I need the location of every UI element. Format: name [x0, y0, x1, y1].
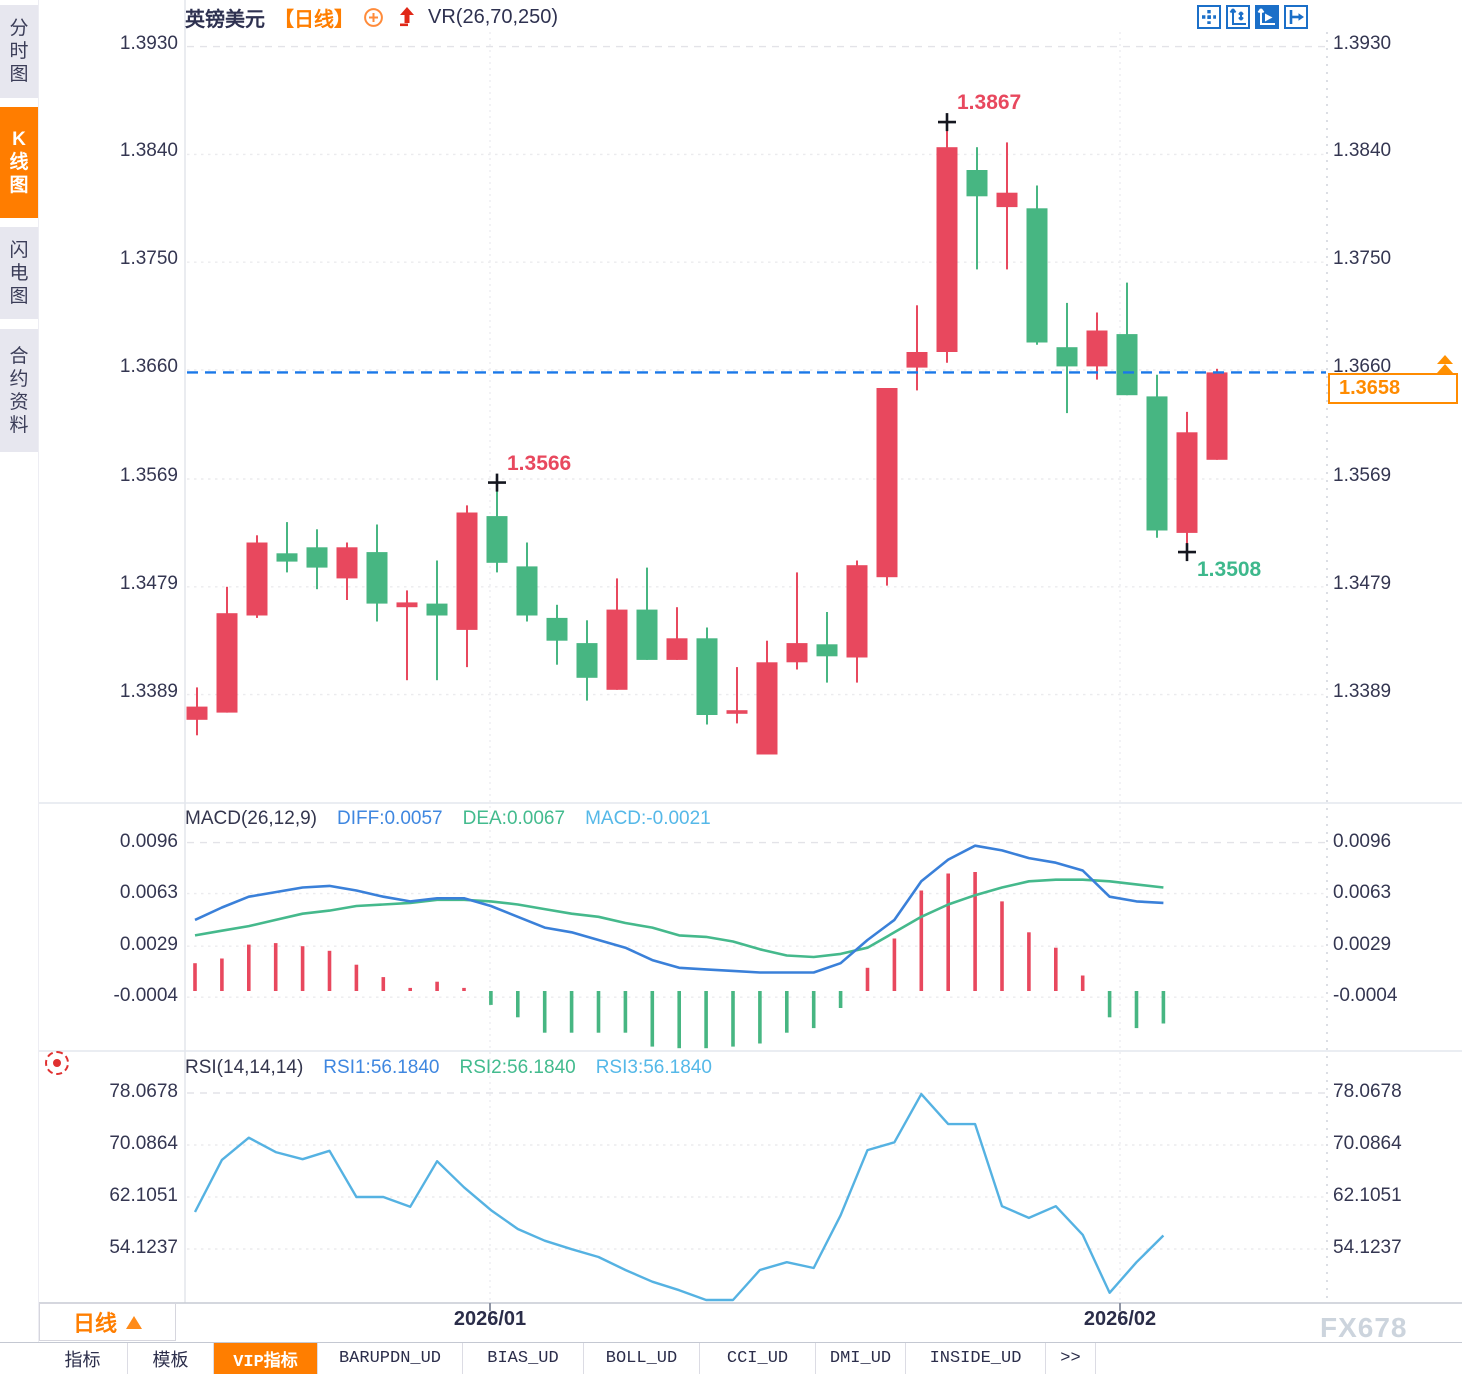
bottom-tab->>[interactable]: >> — [1046, 1343, 1096, 1374]
sidebar-tab-4[interactable]: 合 约 资 料 — [0, 329, 38, 452]
current-price-tag: 1.3658 — [1328, 373, 1458, 404]
up-arrow-icon[interactable] — [399, 6, 415, 28]
rsi2-value: RSI2:56.1840 — [459, 1057, 576, 1078]
y-axis-label: -0.0004 — [1333, 985, 1398, 1007]
x-axis-label-jan: 2026/01 — [453, 1308, 527, 1330]
y-axis-label: 0.0063 — [119, 881, 178, 903]
y-axis-label: 1.3660 — [1333, 356, 1392, 377]
sidebar-tab-3[interactable]: 闪 电 图 — [0, 227, 38, 319]
marked-high-annotation: 1.3867 — [957, 91, 1022, 115]
y-axis-label: 62.1051 — [109, 1185, 178, 1206]
y-axis-label: 62.1051 — [1333, 1185, 1402, 1206]
marked-low-annotation: 1.3508 — [1197, 558, 1262, 582]
y-axis-label: 78.0678 — [1333, 1081, 1402, 1102]
triangle-up-icon — [126, 1315, 142, 1329]
hot-indicator-icon[interactable] — [45, 1051, 69, 1075]
y-axis-label: 1.3750 — [119, 248, 178, 270]
y-axis-label: 1.3840 — [1333, 140, 1392, 162]
export-chart-icon[interactable] — [1284, 5, 1308, 29]
y-axis-label: 54.1237 — [1333, 1237, 1402, 1258]
period-selector-button[interactable]: 日线 — [39, 1303, 176, 1341]
macd-dea-value: DEA:0.0067 — [462, 808, 566, 829]
period-selector-label: 日线 — [72, 1311, 117, 1336]
y-axis-label: 1.3479 — [119, 572, 178, 594]
bottom-tab-boll_ud[interactable]: BOLL_UD — [584, 1343, 700, 1374]
axis-zoom-icon[interactable] — [1226, 5, 1250, 29]
y-axis-label: 1.3389 — [119, 680, 178, 702]
y-axis-label: 70.0864 — [1333, 1133, 1402, 1154]
y-axis-label: 1.3569 — [119, 465, 178, 486]
y-axis-label: 1.3389 — [1333, 680, 1392, 702]
chart-toolbar — [1197, 5, 1308, 29]
y-axis-label: 0.0029 — [119, 934, 178, 956]
crosshair-icon[interactable] — [1197, 5, 1221, 29]
y-axis-label: 0.0096 — [119, 830, 178, 852]
sidebar-tab-1[interactable]: 分 时 图 — [0, 5, 38, 98]
bottom-tab-dmi_ud[interactable]: DMI_UD — [816, 1343, 906, 1374]
rsi1-value: RSI1:56.1840 — [323, 1057, 440, 1078]
bottom-tab-inside_ud[interactable]: INSIDE_UD — [906, 1343, 1046, 1374]
rsi-header[interactable]: RSI(14,14,14) RSI1:56.1840 RSI2:56.1840 … — [185, 1057, 712, 1079]
bottom-tab-bias_ud[interactable]: BIAS_UD — [463, 1343, 584, 1374]
y-axis-label: 54.1237 — [109, 1237, 178, 1258]
y-axis-label: 1.3479 — [1333, 572, 1392, 594]
y-axis-label: 1.3930 — [119, 32, 178, 54]
chart-header: 英镑美元 【日线】 VR(26,70,250) — [185, 3, 558, 31]
y-axis-label: 1.3930 — [1333, 32, 1392, 54]
rsi-title: RSI(14,14,14) — [185, 1057, 304, 1078]
bottom-tab-[interactable]: 模板 — [128, 1343, 214, 1374]
auto-scale-icon[interactable] — [1255, 5, 1279, 29]
macd-diff-value: DIFF:0.0057 — [337, 808, 443, 829]
macd-macd-value: MACD:-0.0021 — [585, 808, 711, 829]
watermark: FX678 — [1320, 1312, 1408, 1343]
y-axis-label: 1.3840 — [119, 140, 178, 162]
symbol-title: 英镑美元 — [185, 8, 265, 31]
sidebar-tab-2[interactable]: K 线 图 — [0, 107, 38, 218]
y-axis-label: 0.0063 — [1333, 881, 1392, 903]
bottom-tab-barupdn_ud[interactable]: BARUPDN_UD — [318, 1343, 463, 1374]
y-axis-label: 70.0864 — [109, 1133, 178, 1154]
y-axis-label: 0.0029 — [1333, 934, 1392, 956]
y-axis-label: -0.0004 — [113, 985, 178, 1007]
circle-plus-icon[interactable] — [363, 7, 384, 28]
bottom-tab-[interactable]: 指标 — [38, 1343, 128, 1374]
rsi3-value: RSI3:56.1840 — [595, 1057, 712, 1078]
x-axis-label-feb: 2026/02 — [1083, 1308, 1157, 1330]
macd-title: MACD(26,12,9) — [185, 808, 317, 829]
sidebar-divider — [38, 0, 39, 1374]
y-axis-label: 0.0096 — [1333, 830, 1392, 852]
bottom-tab-vip[interactable]: VIP指标 — [214, 1343, 318, 1374]
macd-header[interactable]: MACD(26,12,9) DIFF:0.0057 DEA:0.0067 MAC… — [185, 808, 711, 830]
y-axis-label: 1.3750 — [1333, 248, 1392, 270]
overlay-indicator-label[interactable]: VR(26,70,250) — [428, 5, 559, 28]
bottom-tab-cci_ud[interactable]: CCI_UD — [700, 1343, 816, 1374]
indicator-tabbar: 指标 模板 VIP指标 BARUPDN_UD BIAS_UD BOLL_UD CCI_UD D… — [0, 1342, 1462, 1374]
period-tag: 【日线】 — [274, 8, 354, 31]
swing-high-annotation: 1.3566 — [507, 451, 572, 475]
y-axis-label: 1.3569 — [1333, 465, 1392, 486]
y-axis-label: 1.3660 — [119, 356, 178, 377]
y-axis-label: 78.0678 — [109, 1081, 178, 1102]
